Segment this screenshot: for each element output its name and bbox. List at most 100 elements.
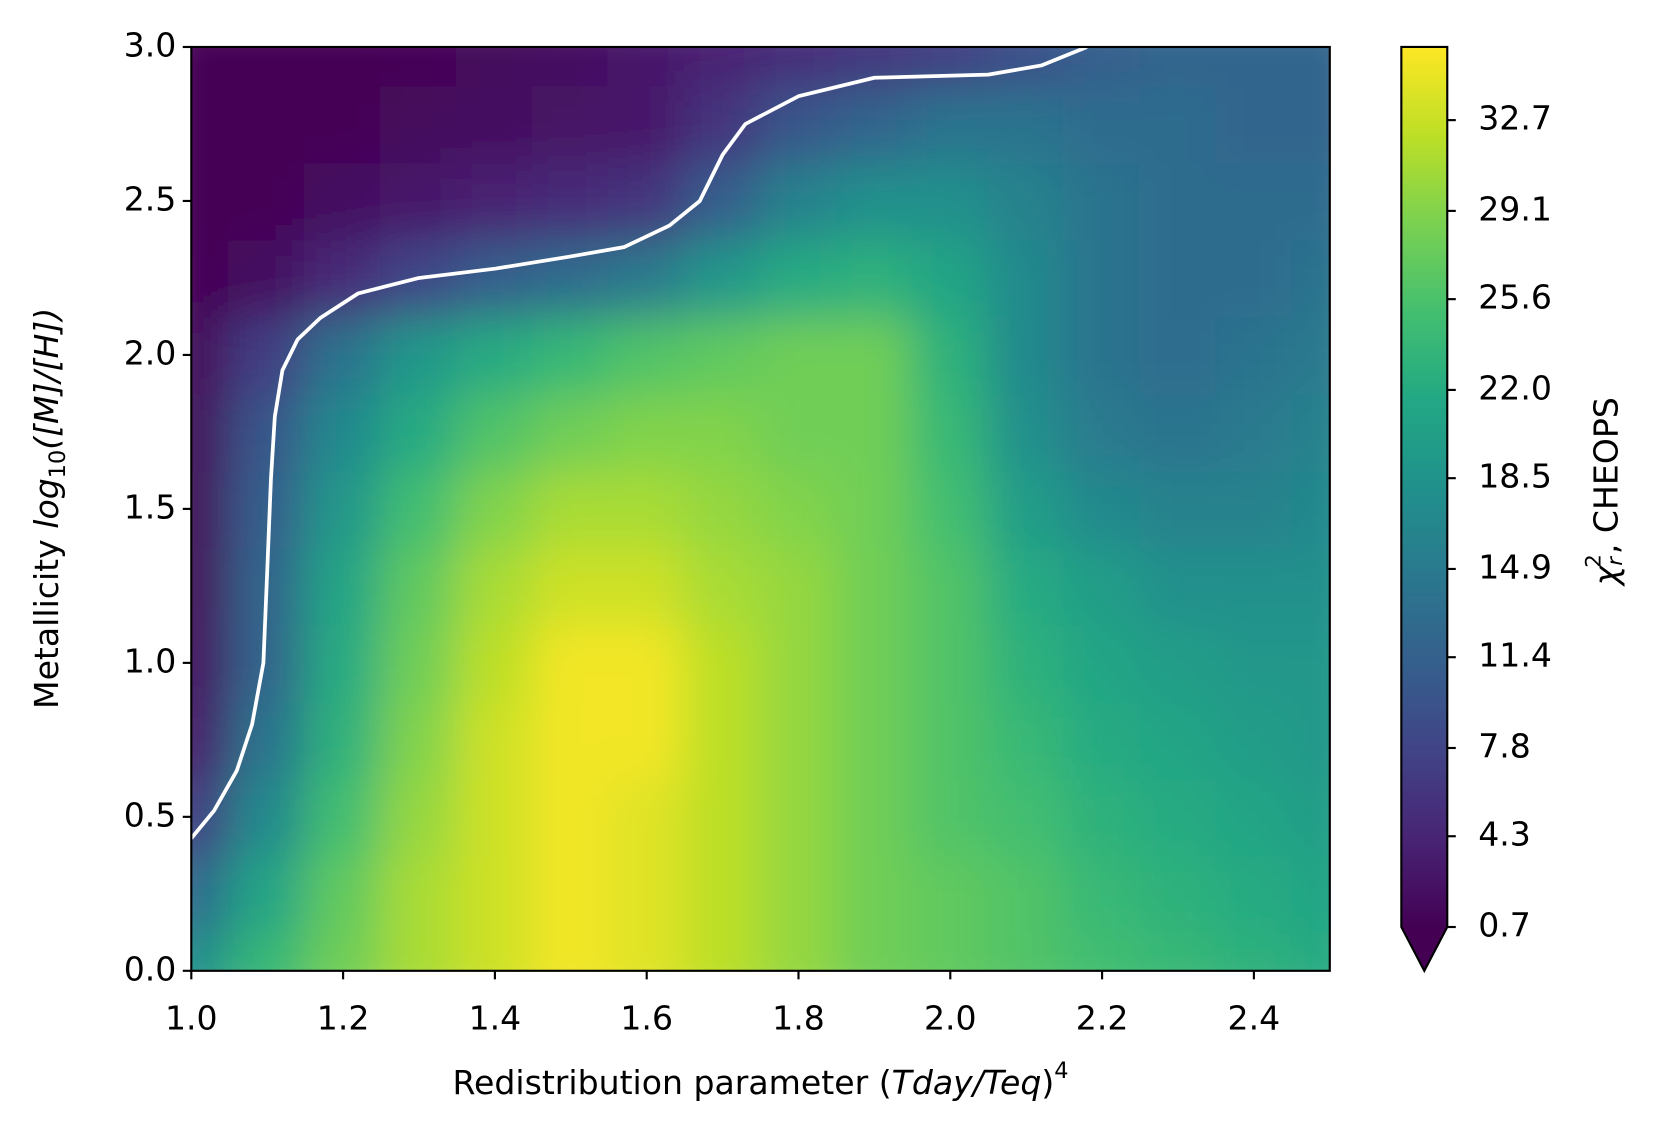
contour-cell: [531, 546, 610, 626]
contour-cell: [191, 931, 231, 971]
colorbar-strip: [1401, 380, 1448, 383]
contour-cell: [304, 84, 383, 164]
colorbar-strip: [1401, 74, 1448, 78]
colorbar-strip: [1401, 187, 1448, 191]
colorbar-strip: [1401, 422, 1448, 426]
colorbar-tick-label: 32.7: [1478, 99, 1552, 138]
contour-cell: [1290, 46, 1330, 87]
contour-cell: [607, 84, 686, 164]
contour-cell: [304, 161, 383, 241]
contour-cell: [683, 46, 762, 87]
colorbar-tick-label: 22.0: [1478, 368, 1552, 407]
colorbar-strip: [1401, 487, 1448, 490]
colorbar-strip: [1401, 271, 1448, 275]
contour-cell: [1290, 777, 1330, 857]
contour-cell: [683, 161, 762, 241]
colorbar-strip: [1401, 290, 1448, 294]
colorbar-strip: [1401, 777, 1448, 781]
contour-cell: [835, 777, 914, 857]
colorbar-strip: [1401, 568, 1448, 571]
contour-cell: [1214, 931, 1293, 971]
colorbar-strip: [1401, 583, 1448, 586]
contour-cell: [228, 84, 307, 164]
contour-cell: [1214, 700, 1293, 780]
colorbar-strip: [1401, 151, 1448, 155]
colorbar-strip: [1401, 61, 1448, 65]
contour-cell: [835, 469, 914, 549]
contour-cell: [911, 854, 990, 934]
colorbar-strip: [1401, 226, 1448, 230]
contour-cell: [1063, 46, 1142, 87]
colorbar-label: χr2, CHEOPS: [1582, 397, 1628, 587]
x-tick-label: 2.4: [1228, 998, 1281, 1037]
colorbar-strip: [1401, 559, 1448, 563]
colorbar-strip: [1401, 288, 1448, 292]
colorbar-strip: [1401, 651, 1448, 655]
colorbar-strip: [1401, 407, 1448, 411]
colorbar-strip: [1401, 100, 1448, 104]
contour-cell: [531, 469, 610, 549]
colorbar-strip: [1401, 745, 1448, 749]
contour-cell: [191, 84, 231, 164]
contour-cell: [759, 546, 838, 626]
colorbar-strip: [1401, 230, 1448, 234]
colorbar-strip: [1401, 461, 1448, 465]
contour-cell: [191, 46, 231, 87]
colorbar-strip: [1401, 427, 1448, 430]
colorbar-strip: [1401, 476, 1448, 480]
colorbar-strip: [1401, 630, 1448, 633]
colorbar-strip: [1401, 702, 1448, 706]
colorbar-strip: [1401, 296, 1448, 300]
contour-cell: [1290, 238, 1330, 318]
colorbar-strip: [1401, 440, 1448, 443]
colorbar-strip: [1401, 796, 1448, 800]
contour-cell: [987, 700, 1066, 780]
colorbar-strip: [1401, 89, 1448, 93]
colorbar-strip: [1401, 467, 1448, 471]
colorbar-strip: [1401, 544, 1448, 548]
colorbar-strip: [1401, 217, 1448, 221]
colorbar-strip: [1401, 145, 1448, 149]
contour-cell: [911, 777, 990, 857]
colorbar-strip: [1401, 674, 1448, 678]
colorbar-strip: [1401, 130, 1448, 134]
colorbar-strip: [1401, 882, 1448, 885]
colorbar-strip: [1401, 328, 1448, 332]
contour-cell: [835, 238, 914, 318]
contour-cell: [531, 777, 610, 857]
colorbar-strip: [1401, 478, 1448, 482]
colorbar-strip: [1401, 869, 1448, 873]
contour-cell: [228, 161, 307, 241]
colorbar-strip: [1401, 243, 1448, 247]
colorbar-strip: [1401, 459, 1448, 463]
x-axis-label: Redistribution parameter (Tday/Teq)4: [453, 1058, 1069, 1102]
contour-cell: [683, 700, 762, 780]
contour-cell: [228, 623, 307, 703]
contour-cell: [1063, 931, 1142, 971]
colorbar-strip: [1401, 431, 1448, 435]
y-tick-label: 0.5: [124, 795, 177, 834]
contour-cell: [607, 623, 686, 703]
colorbar-strip: [1401, 621, 1448, 625]
colorbar-strip: [1401, 751, 1448, 755]
contour-cell: [911, 623, 990, 703]
colorbar-strip: [1401, 222, 1448, 225]
colorbar-strip: [1401, 168, 1448, 172]
colorbar-strip: [1401, 429, 1448, 433]
colorbar-strip: [1401, 316, 1448, 319]
colorbar-strip: [1401, 525, 1448, 529]
colorbar-strip: [1401, 692, 1448, 695]
contour-cell: [1138, 84, 1218, 164]
colorbar-strip: [1401, 275, 1448, 279]
colorbar-strip: [1401, 553, 1448, 556]
colorbar-strip: [1401, 307, 1448, 311]
contour-cell: [835, 161, 914, 241]
colorbar-strip: [1401, 309, 1448, 313]
colorbar-strip: [1401, 664, 1448, 668]
contour-cell: [1063, 854, 1142, 934]
contour-cell: [1063, 392, 1142, 472]
colorbar-strip: [1401, 160, 1448, 163]
colorbar-strip: [1401, 854, 1448, 858]
contour-cell: [1214, 84, 1293, 164]
colorbar-strip: [1401, 822, 1448, 826]
